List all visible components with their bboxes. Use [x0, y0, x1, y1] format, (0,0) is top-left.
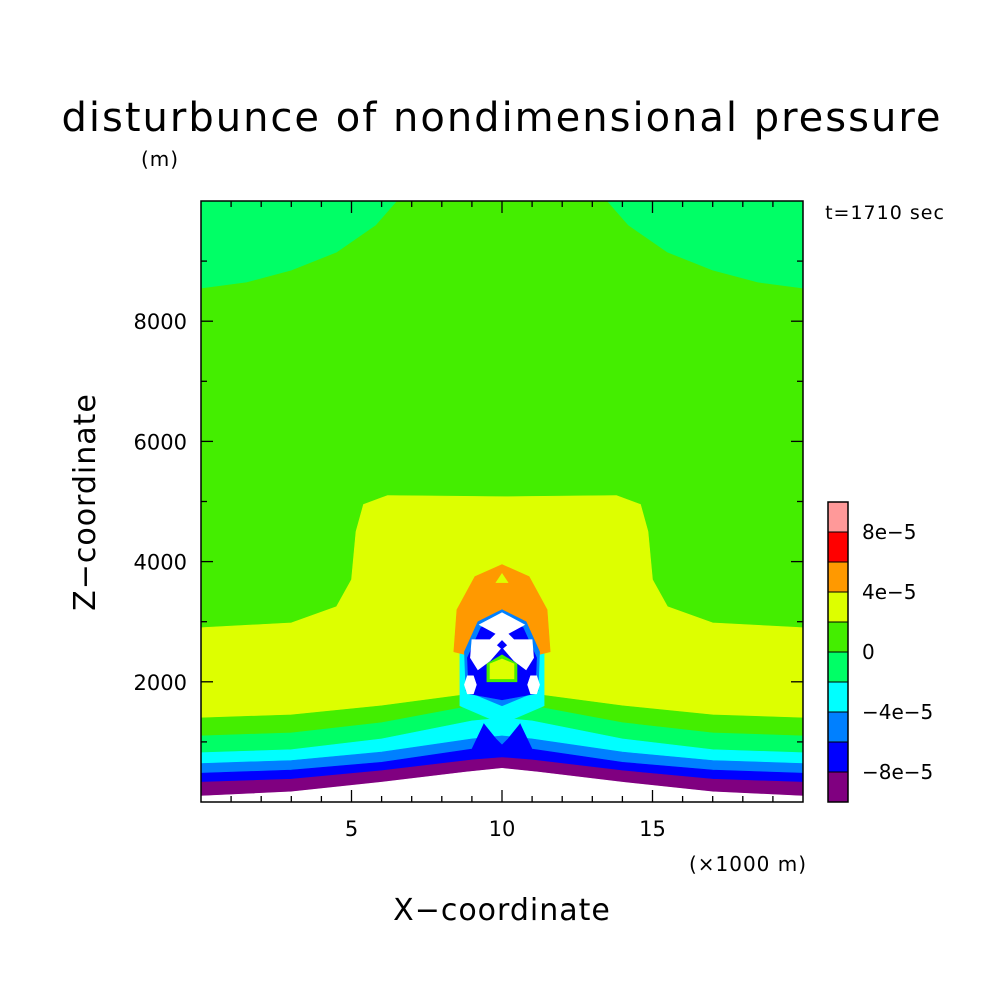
region-spike-blue-right: [510, 723, 533, 755]
region-white-dot: [497, 620, 507, 629]
region-core-yellow-pocket: [489, 658, 515, 680]
y-tick-label: 2000: [134, 671, 187, 695]
colorbar: −8e−5 −4e−5 0 4e−5 8e−5: [827, 501, 933, 803]
x-tick-label: 5: [345, 817, 358, 841]
region-white-blob-right: [527, 675, 540, 695]
colorbar-swatch: [827, 771, 849, 803]
axis-ticks: 5 10 15 2000 4000 6000 8000: [134, 201, 803, 841]
y-axis-label: Z−coordinate: [68, 393, 103, 611]
colorbar-swatch: [827, 531, 849, 563]
y-unit-label: (m): [141, 147, 179, 171]
region-white-arm-right: [503, 639, 534, 671]
colorbar-frame: [827, 501, 849, 803]
colorbar-label: 4e−5: [862, 580, 917, 604]
colorbar-label: 0: [862, 640, 875, 664]
colorbar-swatch: [827, 621, 849, 653]
y-tick-label: 8000: [134, 310, 187, 334]
region-upper-right-negative: [607, 201, 803, 289]
x-unit-label: (×1000 m): [689, 852, 807, 876]
colorbar-swatch: [827, 681, 849, 713]
colorbar-swatch: [827, 591, 849, 623]
colorbar-label: −8e−5: [862, 760, 933, 784]
region-upper-left-negative: [201, 201, 397, 289]
colorbar-swatch: [827, 651, 849, 683]
y-tick-label: 6000: [134, 430, 187, 454]
region-orange-notch: [495, 573, 509, 583]
colorbar-label: 8e−5: [862, 520, 917, 544]
colorbar-swatch: [827, 741, 849, 773]
region-white-blob-left: [464, 675, 477, 695]
region-white-arm-left: [470, 639, 501, 671]
colorbar-swatch: [827, 561, 849, 593]
colorbar-swatch: [827, 501, 849, 533]
x-tick-label: 10: [489, 817, 516, 841]
x-tick-label: 15: [639, 817, 666, 841]
colorbar-label: −4e−5: [862, 700, 933, 724]
chart-title: disturbunce of nondimensional pressure: [62, 95, 943, 141]
x-axis-label: X−coordinate: [393, 893, 611, 928]
contour-field: [201, 201, 803, 802]
region-spike-blue-left: [471, 723, 494, 755]
time-label: t=1710 sec: [825, 202, 945, 224]
colorbar-swatch: [827, 711, 849, 743]
y-tick-label: 4000: [134, 551, 187, 575]
